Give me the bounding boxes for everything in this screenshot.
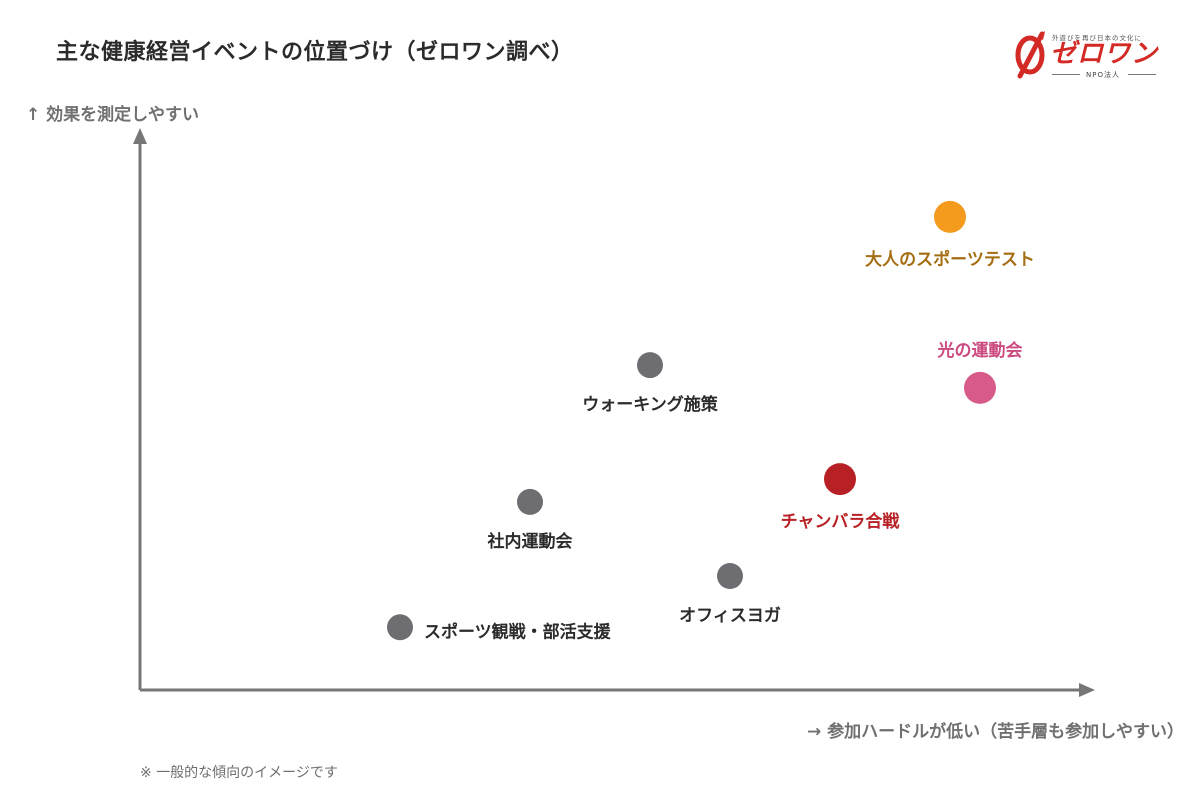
logo-wordmark: ゼロワン [1050,39,1159,69]
data-point-label-6: オフィスヨガ [679,606,781,626]
data-point-label-4: チャンバラ合戦 [781,511,901,532]
logo-org-label: NPO法人 [1086,71,1120,79]
y-axis-arrow-icon [133,128,147,144]
zerowan-logo: 外遊びを再び日本の文化に ゼロワン NPO法人 [1012,30,1158,80]
data-point-label-2: 光の運動会 [937,340,1023,361]
data-point-label-5: 社内運動会 [487,531,573,552]
logo-divider-right [1128,74,1156,75]
x-axis-label: → 参加ハードルが低い（苦手層も参加しやすい） [807,722,1184,742]
data-point-7 [387,614,413,641]
data-point-label-1: 大人のスポーツテスト [865,249,1035,270]
page-title: 主な健康経営イベントの位置づけ（ゼロワン調べ） [56,40,574,65]
data-point-label-3: ウォーキング施策 [582,394,718,415]
data-point-3 [637,352,663,379]
rocket-logo-icon [1015,31,1045,79]
footnote: ※ 一般的な傾向のイメージです [140,765,338,781]
logo-tagline: 外遊びを再び日本の文化に [1052,34,1142,42]
chart-axes [133,128,1095,697]
chart-marks: 大人のスポーツテスト光の運動会ウォーキング施策チャンバラ合戦社内運動会オフィスヨ… [387,200,1035,642]
logo-divider-left [1052,74,1080,75]
x-axis-arrow-icon [1079,683,1095,697]
data-point-6 [717,563,743,589]
data-point-4 [824,463,856,496]
data-point-2 [964,371,996,404]
data-point-label-7: スポーツ観戦・部活支援 [424,621,612,642]
y-axis-label: ↑ 効果を測定しやすい [26,105,199,125]
data-point-1 [934,200,966,233]
data-point-5 [517,488,543,515]
